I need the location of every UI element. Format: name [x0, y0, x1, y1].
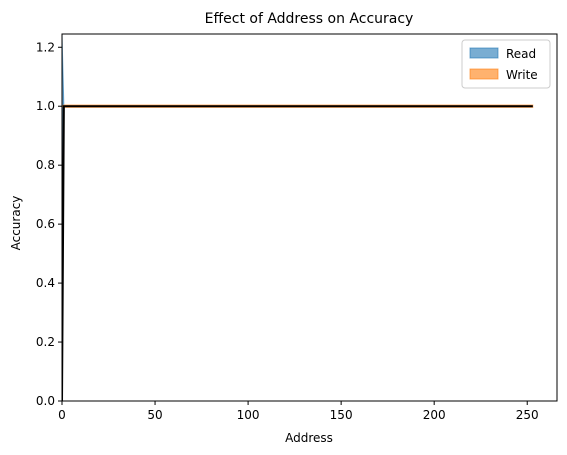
legend: Read Write: [461, 39, 551, 89]
x-tick-label: 200: [423, 408, 446, 422]
axes-frame: [61, 33, 558, 402]
x-axis-label: Address: [285, 431, 333, 445]
x-tick-label: 100: [237, 408, 260, 422]
legend-label-write: Write: [506, 68, 538, 82]
y-tick-label: 1.0: [36, 99, 55, 113]
legend-label-read: Read: [506, 47, 536, 61]
y-tick-label: 0.6: [36, 217, 55, 231]
y-tick-label: 0.2: [36, 335, 55, 349]
y-tick-label: 0.8: [36, 158, 55, 172]
x-tick-label: 250: [516, 408, 539, 422]
y-tick-label: 0.4: [36, 276, 55, 290]
x-tick-label: 50: [147, 408, 162, 422]
y-tick-label: 1.2: [36, 40, 55, 54]
axes: 0 50 100 150 200 250 0.0 0.2 0.4 0.6 0.8 1.0 1.2: [36, 33, 558, 422]
y-axis-label: Accuracy: [9, 196, 23, 251]
chart-title: Effect of Address on Accuracy: [205, 11, 414, 27]
mean-line: [62, 105, 533, 401]
y-tick-label: 0.0: [36, 394, 55, 408]
x-tick-label: 0: [58, 408, 66, 422]
legend-swatch-write: [469, 68, 499, 80]
legend-swatch-read: [469, 47, 499, 59]
plot-area: [62, 34, 534, 401]
x-tick-label: 150: [330, 408, 353, 422]
